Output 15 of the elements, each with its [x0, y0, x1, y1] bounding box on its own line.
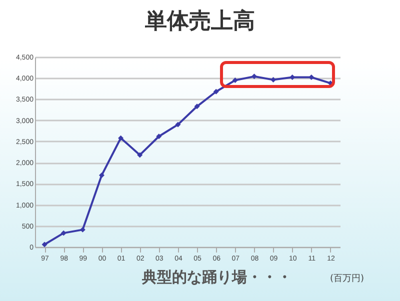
- point: [137, 152, 143, 158]
- point: [80, 226, 86, 232]
- text: 典型的な踊り場・・・: [142, 268, 292, 287]
- point: [118, 135, 124, 141]
- point: [98, 172, 104, 178]
- point: [175, 122, 181, 128]
- point: [251, 74, 257, 80]
- point: [156, 134, 162, 140]
- text: (百万円): [330, 273, 364, 285]
- point: [60, 230, 66, 236]
- point: [232, 77, 238, 83]
- chart-title: 単体売上高: [144, 8, 256, 36]
- point: [194, 104, 200, 110]
- point: [213, 88, 219, 94]
- point: [42, 242, 48, 248]
